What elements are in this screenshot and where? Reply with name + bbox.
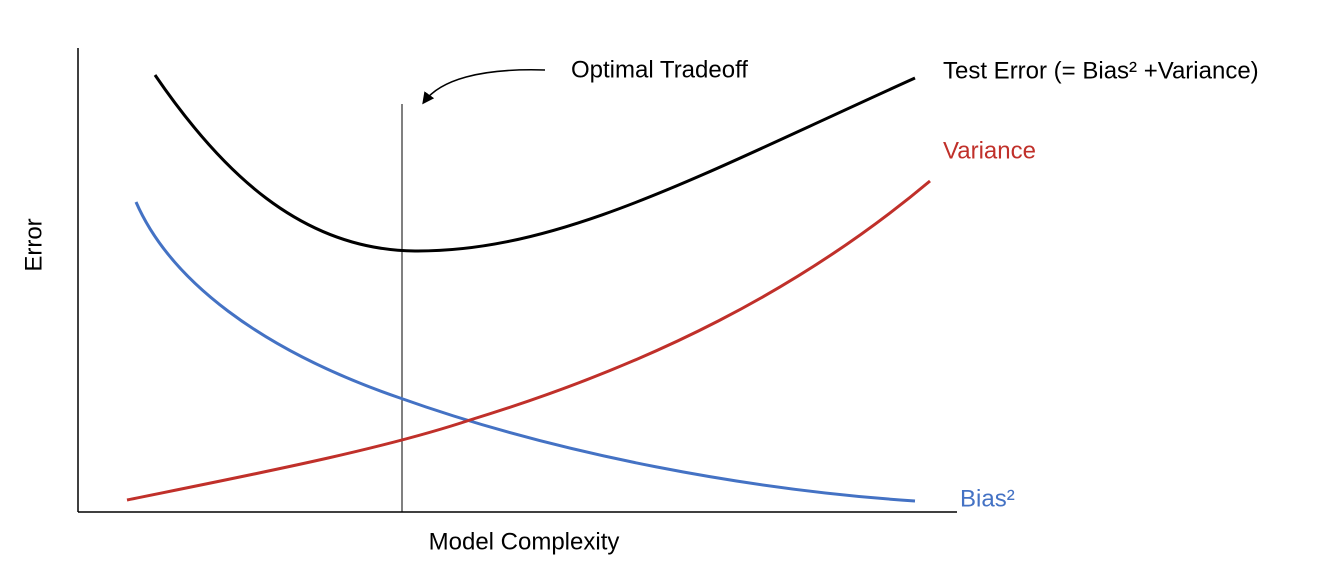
x-axis-label: Model Complexity [429, 528, 620, 555]
bias-curve [134, 201, 916, 503]
y-axis-label: Error [20, 218, 47, 271]
arrow [422, 69, 546, 105]
curve-label: Bias² [960, 485, 1015, 512]
curve-label: Test Error (= Bias² +Variance) [943, 57, 1259, 84]
variance-curve [126, 179, 931, 502]
annotation: Optimal Tradeoff [571, 56, 748, 83]
curve-label: Variance [943, 137, 1036, 164]
test-error-curve [153, 74, 916, 253]
